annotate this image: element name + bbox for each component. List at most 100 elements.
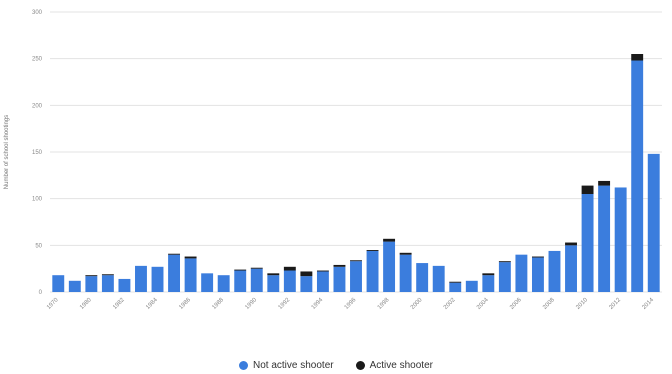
bar-active[interactable] <box>383 238 396 242</box>
x-tick-label: 1984 <box>145 297 159 311</box>
y-tick-label: 250 <box>32 57 43 63</box>
bar-active[interactable] <box>581 185 594 194</box>
bar-active[interactable] <box>234 269 247 271</box>
legend: Not active shooter Active shooter <box>0 357 672 373</box>
x-tick-label: 1980 <box>79 297 93 311</box>
y-tick-label: 300 <box>32 10 43 16</box>
bar-not-active[interactable] <box>234 270 247 292</box>
bar-not-active[interactable] <box>151 266 164 292</box>
bar-not-active[interactable] <box>201 273 214 292</box>
bar-active[interactable] <box>101 274 114 276</box>
bar-not-active[interactable] <box>482 275 495 292</box>
x-tick-label: 1970 <box>46 297 60 311</box>
x-tick-label: 2002 <box>443 297 457 311</box>
x-tick-label: 2000 <box>410 297 424 311</box>
bar-active[interactable] <box>631 54 644 61</box>
bar-not-active[interactable] <box>85 276 98 292</box>
bar-not-active[interactable] <box>548 250 561 292</box>
bar-not-active[interactable] <box>498 262 511 292</box>
bar-not-active[interactable] <box>184 258 197 292</box>
bar-not-active[interactable] <box>52 275 65 292</box>
bar-active[interactable] <box>283 266 296 271</box>
x-tick-label: 2012 <box>608 297 622 311</box>
bar-not-active[interactable] <box>135 265 147 292</box>
y-tick-label: 100 <box>32 197 43 203</box>
bar-not-active[interactable] <box>350 261 362 292</box>
bar-active[interactable] <box>85 275 98 277</box>
bar-active[interactable] <box>598 180 611 186</box>
bar-active[interactable] <box>449 281 462 283</box>
legend-item-not-active[interactable]: Not active shooter <box>239 360 334 371</box>
bar-active[interactable] <box>498 261 511 263</box>
bar-active[interactable] <box>184 256 197 259</box>
x-tick-label: 1988 <box>211 297 225 311</box>
bar-not-active[interactable] <box>217 275 230 292</box>
bar-not-active[interactable] <box>515 254 528 292</box>
bar-not-active[interactable] <box>416 263 429 292</box>
x-tick-label: 2006 <box>509 297 523 311</box>
bar-active[interactable] <box>316 270 329 272</box>
bar-not-active[interactable] <box>581 194 594 292</box>
bar-active[interactable] <box>366 250 379 251</box>
bar-not-active[interactable] <box>333 266 346 292</box>
x-tick-label: 1992 <box>278 297 292 311</box>
x-tick-label: 1998 <box>377 297 391 311</box>
legend-swatch-active <box>355 360 365 370</box>
bar-not-active[interactable] <box>316 271 329 292</box>
bar-active[interactable] <box>482 273 495 276</box>
bar-not-active[interactable] <box>118 278 131 292</box>
bar-not-active[interactable] <box>300 276 313 292</box>
bar-not-active[interactable] <box>399 254 412 292</box>
bar-not-active[interactable] <box>383 241 396 292</box>
x-tick-label: 1990 <box>244 297 258 311</box>
bar-not-active[interactable] <box>432 265 445 292</box>
x-tick-label: 1982 <box>112 297 126 311</box>
bar-active[interactable] <box>250 267 263 269</box>
x-tick-label: 1994 <box>311 297 325 311</box>
bar-active[interactable] <box>168 253 181 255</box>
bar-not-active[interactable] <box>250 268 263 292</box>
bars <box>52 54 660 293</box>
bar-not-active[interactable] <box>598 185 611 292</box>
bar-active[interactable] <box>399 252 412 255</box>
legend-label-not-active: Not active shooter <box>253 359 334 371</box>
y-axis-label: Number of school shootings <box>4 115 10 189</box>
y-tick-labels: 0 50 100 150 200 250 300 <box>32 10 43 296</box>
bar-not-active[interactable] <box>465 280 478 292</box>
x-tick-label: 2010 <box>575 297 589 311</box>
x-tick-label: 1996 <box>344 297 358 311</box>
bar-not-active[interactable] <box>449 282 462 292</box>
gridlines <box>50 11 662 293</box>
bar-active[interactable] <box>531 256 544 258</box>
x-tick-labels: 1970 1980 1982 1984 1986 1988 1990 1992 1994 1996… <box>46 297 656 311</box>
legend-label-active: Active shooter <box>369 359 433 371</box>
x-tick-label: 2008 <box>542 297 556 311</box>
bar-not-active[interactable] <box>168 254 181 292</box>
bar-not-active[interactable] <box>531 257 544 292</box>
bar-not-active[interactable] <box>565 245 577 292</box>
bar-not-active[interactable] <box>267 275 280 292</box>
bar-not-active[interactable] <box>631 60 644 293</box>
y-tick-label: 0 <box>39 290 43 296</box>
x-tick-label: 2004 <box>476 297 490 311</box>
bar-active[interactable] <box>267 273 280 276</box>
bar-not-active[interactable] <box>283 270 296 292</box>
legend-item-active[interactable]: Active shooter <box>355 359 433 371</box>
bar-active[interactable] <box>350 260 362 262</box>
x-tick-label: 2014 <box>641 297 655 311</box>
bar-not-active[interactable] <box>68 280 81 292</box>
legend-swatch-not-active <box>239 360 248 370</box>
bar-not-active[interactable] <box>647 153 660 292</box>
bar-not-active[interactable] <box>101 275 114 292</box>
y-tick-label: 200 <box>32 103 43 109</box>
bar-active[interactable] <box>333 264 346 267</box>
y-tick-label: 150 <box>32 150 43 156</box>
bar-not-active[interactable] <box>614 187 627 292</box>
bar-not-active[interactable] <box>366 250 379 292</box>
bar-active[interactable] <box>565 242 577 246</box>
bar-active[interactable] <box>300 271 313 277</box>
y-tick-label: 50 <box>35 243 42 249</box>
x-tick-label: 1986 <box>178 297 192 311</box>
